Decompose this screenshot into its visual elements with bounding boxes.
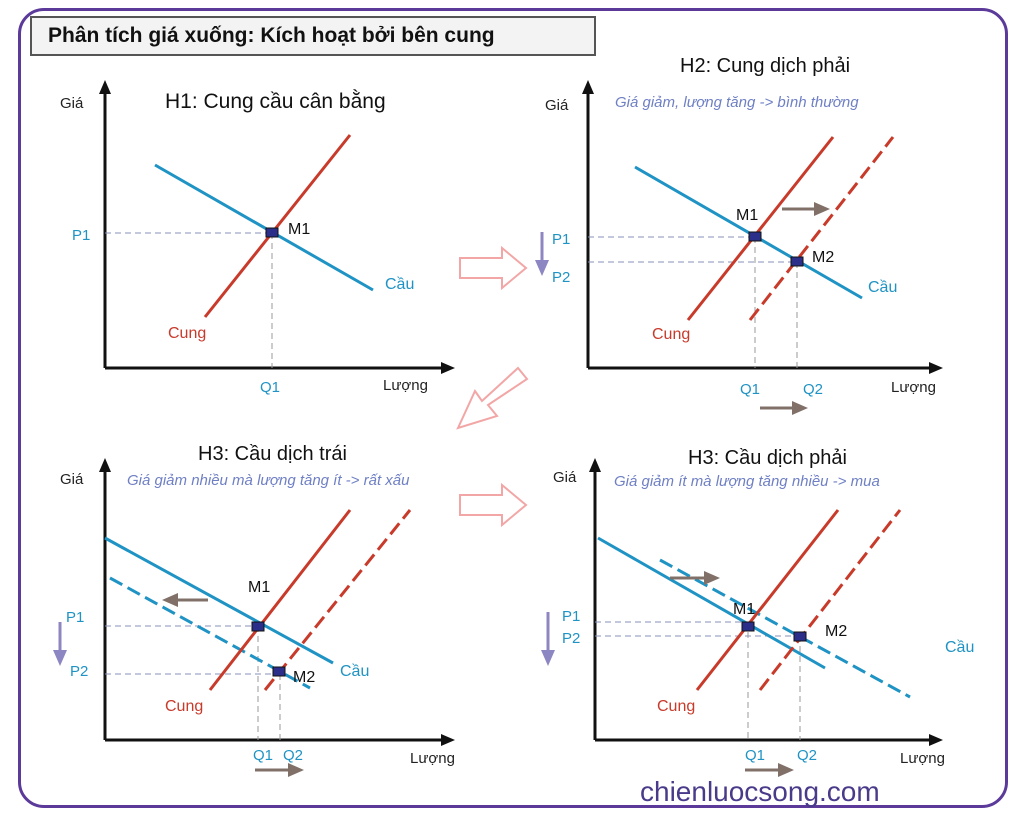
h3r-price-decrease-arrowhead [541, 650, 555, 666]
outer-frame [18, 8, 1008, 808]
h3r-m1-marker [741, 621, 755, 632]
panel-h2: Giá Lượng H2: Cung dịch phải Giá giảm, l… [535, 55, 943, 415]
h3r-p2-label: P2 [562, 630, 580, 647]
h2-price-axis-label: Giá [545, 97, 569, 114]
h2-quantity-axis-label: Lượng [891, 379, 936, 396]
h3r-supply-curve-shifted [758, 509, 902, 691]
h3l-m2-label: M2 [293, 669, 315, 686]
h2-m2-marker [790, 256, 804, 267]
panel-h1: Giá Lượng H1: Cung cầu cân bằng M1 P1 Q1… [60, 80, 455, 396]
h3r-quantity-increase-arrowhead [778, 763, 794, 777]
h3l-demand-shift-arrowhead [162, 593, 178, 607]
h3r-price-axis-label: Giá [553, 469, 577, 486]
h2-supply-shift-arrowhead [814, 202, 830, 216]
h1-demand-curve [154, 163, 374, 292]
h1-price-axis-label: Giá [60, 95, 84, 112]
h2-price-decrease-arrowhead [535, 260, 549, 276]
h1-m1-marker [265, 227, 279, 238]
h1-demand-label: Cầu [385, 276, 414, 293]
h3l-m1-label: M1 [248, 579, 270, 596]
h3r-m1-label: M1 [733, 601, 755, 618]
h3l-supply-curve-shifted [263, 509, 412, 691]
h3r-m2-marker [793, 631, 807, 642]
h3r-demand-shift-arrowhead [704, 571, 720, 585]
h3r-supply-label: Cung [657, 698, 695, 715]
panel-h3-right: Giá Lượng H3: Cầu dịch phải Giá giảm ít … [541, 447, 974, 777]
h3r-demand-curve-shifted [659, 558, 911, 699]
h1-x-axis-arrowhead [441, 362, 455, 374]
h3r-y-axis-arrowhead [589, 458, 601, 472]
h2-note: Giá giảm, lượng tăng -> bình thường [615, 94, 859, 111]
h3l-p2-label: P2 [70, 663, 88, 680]
h2-q2-label: Q2 [803, 381, 823, 398]
h1-m1-label: M1 [288, 221, 310, 238]
h2-m1-label: M1 [736, 207, 758, 224]
h3r-q2-label: Q2 [797, 747, 817, 764]
h2-x-axis-arrowhead [929, 362, 943, 374]
h2-y-axis-arrowhead [582, 80, 594, 94]
h3r-title: H3: Cầu dịch phải [688, 447, 847, 469]
h3l-m2-marker [272, 666, 286, 677]
h2-m2-label: M2 [812, 249, 834, 266]
h3l-p1-label: P1 [66, 609, 84, 626]
h2-p2-label: P2 [552, 269, 570, 286]
h3r-x-axis-arrowhead [929, 734, 943, 746]
h3l-x-axis-arrowhead [441, 734, 455, 746]
h3l-q1-label: Q1 [253, 747, 273, 764]
h1-p1-label: P1 [72, 227, 90, 244]
panel-h3-left: Giá Lượng H3: Cầu dịch trái Giá giảm nhi… [53, 443, 455, 777]
h3l-quantity-increase-arrowhead [288, 763, 304, 777]
flow-arrow-h3left-to-h3right [459, 482, 528, 528]
h1-title: H1: Cung cầu cân bằng [165, 90, 386, 113]
h3r-quantity-axis-label: Lượng [900, 750, 945, 767]
h1-q1-label: Q1 [260, 379, 280, 396]
h3l-y-axis-arrowhead [99, 458, 111, 472]
site-watermark: chienluocsong.com [640, 776, 880, 807]
h2-m1-marker [748, 231, 762, 242]
h1-y-axis-arrowhead [99, 80, 111, 94]
h3l-supply-label: Cung [165, 698, 203, 715]
h2-p1-label: P1 [552, 231, 570, 248]
h3l-title: H3: Cầu dịch trái [198, 443, 347, 465]
h3r-m2-label: M2 [825, 623, 847, 640]
h3l-quantity-axis-label: Lượng [410, 750, 455, 767]
h3r-demand-curve [597, 536, 826, 670]
h3l-demand-label: Cầu [340, 663, 369, 680]
h3l-price-axis-label: Giá [60, 471, 84, 488]
page-title: Phân tích giá xuống: Kích hoạt bởi bên c… [48, 24, 495, 47]
h3l-q2-label: Q2 [283, 747, 303, 764]
h3r-supply-curve [695, 509, 840, 691]
h3r-q1-label: Q1 [745, 747, 765, 764]
flow-arrow-h2-to-h3left [456, 366, 529, 430]
h1-quantity-axis-label: Lượng [383, 377, 428, 394]
h2-quantity-increase-arrowhead [792, 401, 808, 415]
h2-supply-curve [686, 136, 835, 321]
h3l-price-decrease-arrowhead [53, 650, 67, 666]
flow-arrow-h1-to-h2 [459, 245, 528, 291]
h3r-p1-label: P1 [562, 608, 580, 625]
h3r-demand-label: Cầu [945, 639, 974, 656]
h2-title: H2: Cung dịch phải [680, 55, 850, 77]
title-box: Phân tích giá xuống: Kích hoạt bởi bên c… [30, 16, 596, 56]
h2-q1-label: Q1 [740, 381, 760, 398]
h2-demand-label: Cầu [868, 279, 897, 296]
h1-supply-curve [203, 134, 352, 318]
h3l-demand-curve [104, 536, 334, 665]
h3r-note: Giá giảm ít mà lượng tăng nhiều -> mua [614, 473, 880, 490]
h1-supply-label: Cung [168, 325, 206, 342]
h3l-supply-curve [208, 509, 352, 691]
h3l-m1-marker [251, 621, 265, 632]
h2-supply-label: Cung [652, 326, 690, 343]
h3l-note: Giá giảm nhiều mà lượng tăng ít -> rất x… [127, 472, 410, 489]
h2-supply-curve-shifted [748, 136, 895, 321]
